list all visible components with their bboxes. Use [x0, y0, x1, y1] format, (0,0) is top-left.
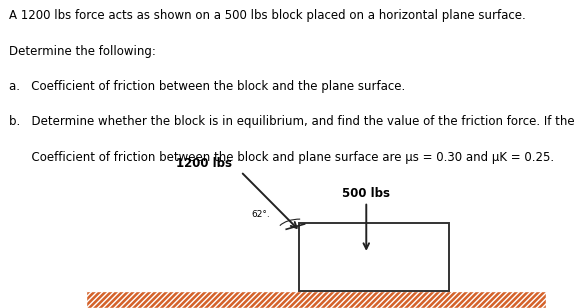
Bar: [86, 291, 546, 308]
Text: Coefficient of friction between the block and plane surface are μs = 0.30 and μK: Coefficient of friction between the bloc…: [9, 151, 554, 164]
Text: Determine the following:: Determine the following:: [9, 45, 155, 58]
Text: 500 lbs: 500 lbs: [342, 187, 390, 200]
Text: 62°.: 62°.: [251, 210, 270, 219]
Bar: [86, 291, 546, 308]
Bar: [299, 223, 448, 291]
Text: b.   Determine whether the block is in equilibrium, and find the value of the fr: b. Determine whether the block is in equ…: [9, 116, 574, 128]
Text: 1200 lbs: 1200 lbs: [176, 157, 232, 170]
Text: A 1200 lbs force acts as shown on a 500 lbs block placed on a horizontal plane s: A 1200 lbs force acts as shown on a 500 …: [9, 9, 526, 22]
Text: a.   Coefficient of friction between the block and the plane surface.: a. Coefficient of friction between the b…: [9, 80, 405, 93]
